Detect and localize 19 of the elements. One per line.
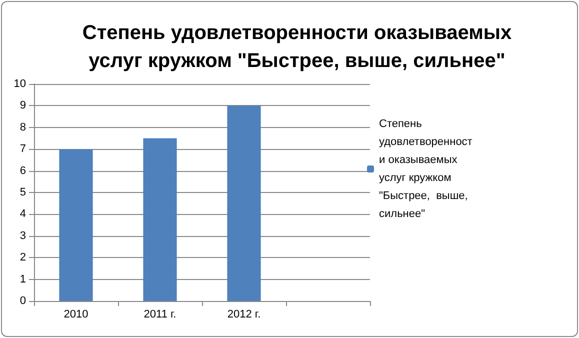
y-tick-label: 6	[20, 164, 26, 177]
y-tick-label: 5	[20, 186, 26, 198]
bar	[59, 149, 93, 301]
bar	[227, 106, 261, 301]
y-tick-label: 9	[20, 100, 26, 112]
y-tick-label: 7	[20, 143, 26, 156]
y-tick-label: 10	[14, 78, 26, 90]
y-tick-label: 4	[20, 208, 26, 220]
x-tick-label: 2010	[64, 308, 88, 320]
y-tick-label: 0	[20, 295, 26, 307]
y-tick-label: 2	[20, 252, 26, 264]
x-tick-label: 2011 г.	[144, 308, 176, 320]
y-tick-label: 3	[20, 230, 26, 242]
chart-title: Степень удовлетворенности оказываемых услуг кружком "Быстрее, выше, сильнее"	[82, 22, 512, 72]
y-tick-label: 8	[20, 121, 26, 134]
legend-label: Степень удовлетворенности оказываемых услуг кружком "Быстрее, выше, сильнее"	[379, 118, 474, 220]
x-tick-label: 2012 г.	[227, 308, 261, 320]
bar	[143, 138, 177, 301]
y-tick-label: 1	[20, 273, 26, 286]
